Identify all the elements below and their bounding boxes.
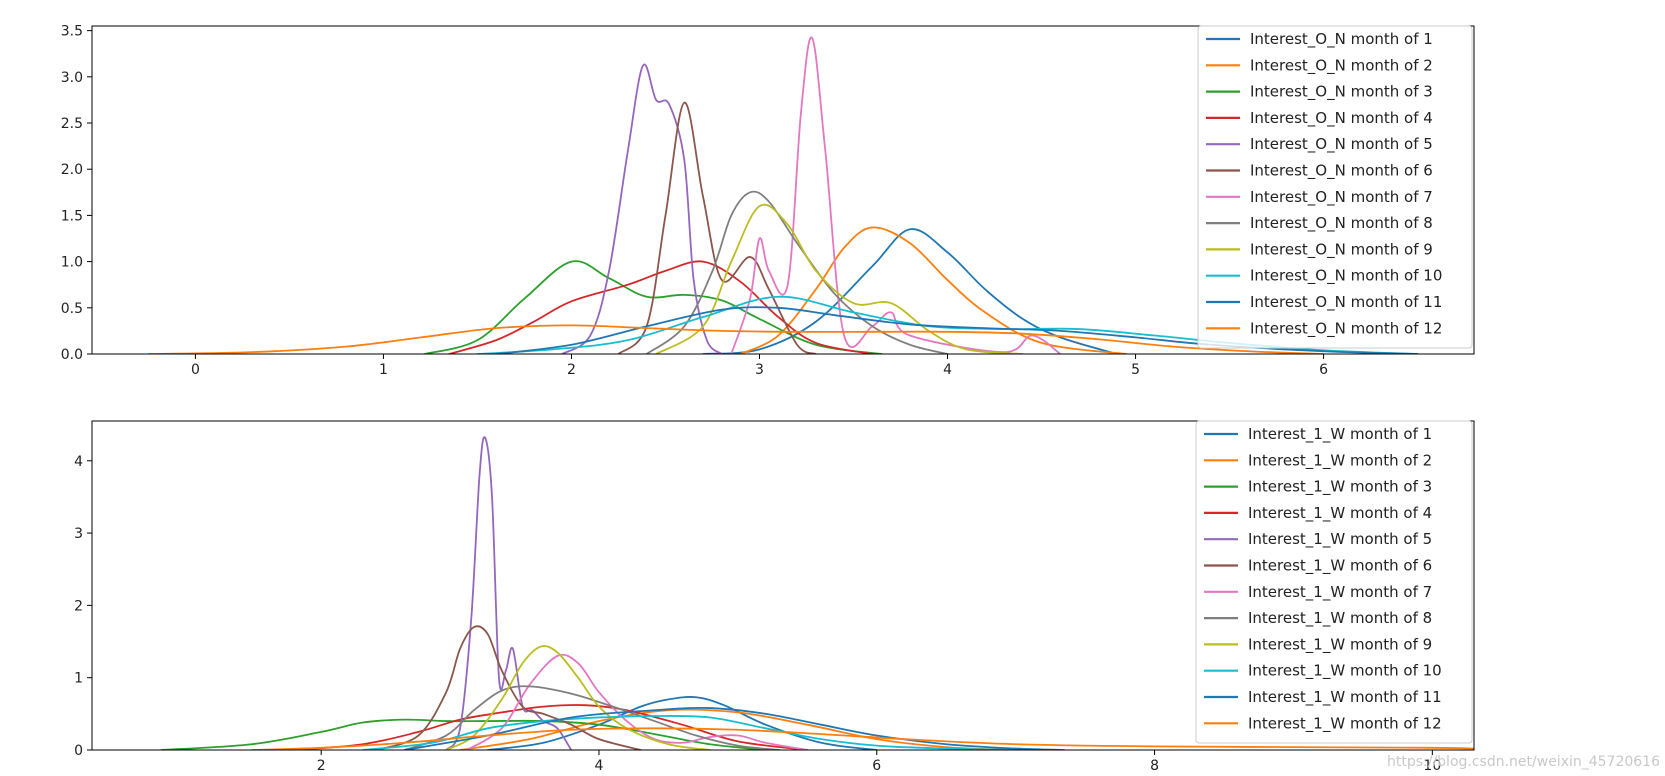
- legend-box: [1195, 420, 1473, 744]
- series-line-6: [617, 101, 817, 354]
- x-tick-label: 2: [567, 362, 576, 378]
- series-line-2: [459, 708, 1017, 750]
- y-tick-label: 1: [74, 671, 83, 687]
- legend-entry: Interest_O_N month of 10: [1250, 267, 1442, 286]
- legend: Interest_1_W month of 1 Interest_1_W mont…: [1195, 420, 1473, 744]
- series-line-4: [448, 260, 874, 354]
- x-tick-label: 1: [379, 362, 388, 378]
- series-line-9: [445, 645, 711, 750]
- legend-entry: Interest_1_W month of 1: [1248, 425, 1432, 444]
- legend-entry: Interest_1_W month of 3: [1248, 478, 1432, 497]
- x-tick-label: 4: [595, 758, 604, 774]
- legend-entry: Interest_O_N month of 11: [1250, 293, 1442, 312]
- series-line-7: [466, 653, 809, 750]
- y-tick-label: 4: [74, 454, 83, 470]
- series-group: [160, 436, 1474, 750]
- chart-panel-1: 0 1 2 3 4 5 6 0.0 0.5 1.0 1.5 2.0 2.5 3.0 3.5 Interest_…: [61, 24, 1475, 378]
- legend-entry: Interest_1_W month of 4: [1248, 504, 1432, 523]
- legend-entry: Interest_1_W month of 11: [1248, 688, 1442, 707]
- y-tick-label: 3: [74, 526, 83, 542]
- series-line-8: [403, 685, 781, 750]
- series-line-11: [403, 707, 1066, 750]
- y-tick-label: 3.5: [61, 24, 83, 40]
- y-tick-label: 0: [74, 743, 83, 759]
- legend-entry: Interest_1_W month of 7: [1248, 583, 1432, 602]
- series-line-7: [730, 36, 1062, 354]
- watermark-text: https://blog.csdn.net/weixin_45720616: [1387, 754, 1660, 770]
- x-tick-label: 0: [191, 362, 200, 378]
- axes-frame: [91, 25, 1475, 355]
- legend-entry: Interest_O_N month of 2: [1250, 56, 1433, 75]
- series-line-5: [445, 436, 573, 750]
- legend-entry: Interest_1_W month of 12: [1248, 714, 1442, 733]
- y-tick-label: 2.5: [61, 116, 83, 132]
- x-tick-label: 6: [1319, 362, 1328, 378]
- legend-entry: Interest_1_W month of 8: [1248, 609, 1432, 628]
- legend-entry: Interest_O_N month of 1: [1250, 30, 1433, 49]
- legend-entry: Interest_O_N month of 8: [1250, 214, 1433, 233]
- series-line-6: [375, 625, 642, 750]
- legend-entry: Interest_1_W month of 2: [1248, 451, 1432, 470]
- legend-entry: Interest_1_W month of 9: [1248, 635, 1432, 654]
- series-line-10: [361, 715, 1017, 750]
- x-tick-label: 8: [1150, 758, 1159, 774]
- y-tick-label: 2: [74, 598, 83, 614]
- legend: Interest_O_N month of 1 Interest_O_N mont…: [1197, 25, 1473, 349]
- legend-entry: Interest_O_N month of 9: [1250, 240, 1433, 259]
- legend-entry: Interest_O_N month of 4: [1250, 109, 1433, 128]
- legend-box: [1197, 25, 1473, 349]
- series-line-5: [561, 63, 723, 354]
- series-line-8: [645, 190, 949, 354]
- legend-entry: Interest_O_N month of 5: [1250, 135, 1433, 154]
- y-tick-label: 0.0: [61, 347, 83, 363]
- series-line-3: [160, 718, 767, 750]
- y-tick-label: 1.0: [61, 255, 83, 271]
- legend-entry: Interest_1_W month of 5: [1248, 530, 1432, 549]
- series-line-3: [423, 260, 883, 354]
- x-tick-label: 6: [872, 758, 881, 774]
- axes-frame: [91, 420, 1475, 751]
- legend-entry: Interest_O_N month of 6: [1250, 162, 1433, 181]
- y-tick-label: 0.5: [61, 301, 83, 317]
- legend-entry: Interest_O_N month of 7: [1250, 188, 1433, 207]
- series-line-12: [250, 727, 1474, 750]
- x-tick-label: 10: [1423, 758, 1441, 774]
- y-tick-label: 2.0: [61, 162, 83, 178]
- y-tick-label: 3.0: [61, 70, 83, 86]
- legend-entry: Interest_1_W month of 6: [1248, 557, 1432, 576]
- legend-entry: Interest_O_N month of 3: [1250, 83, 1433, 102]
- x-tick-label: 4: [943, 362, 952, 378]
- x-tick-label: 2: [317, 758, 326, 774]
- legend-entry: Interest_1_W month of 10: [1248, 662, 1442, 681]
- series-line-12: [147, 324, 1325, 354]
- y-tick-label: 1.5: [61, 208, 83, 224]
- series-line-9: [655, 203, 1024, 354]
- x-tick-label: 5: [1131, 362, 1140, 378]
- series-line-4: [292, 704, 809, 750]
- legend-entry: Interest_O_N month of 12: [1250, 319, 1442, 338]
- x-tick-label: 3: [755, 362, 764, 378]
